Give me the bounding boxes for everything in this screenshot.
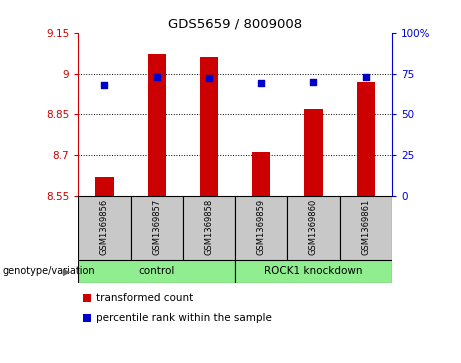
Text: GSM1369860: GSM1369860 <box>309 199 318 254</box>
Point <box>101 82 108 88</box>
Point <box>258 81 265 86</box>
Bar <box>340 196 392 260</box>
Bar <box>78 196 130 260</box>
Bar <box>200 57 218 196</box>
Point <box>205 76 213 81</box>
Point <box>310 79 317 85</box>
Bar <box>183 196 235 260</box>
Text: GSM1369857: GSM1369857 <box>152 199 161 254</box>
Text: GSM1369858: GSM1369858 <box>205 199 213 254</box>
Bar <box>357 82 375 196</box>
Text: percentile rank within the sample: percentile rank within the sample <box>96 313 272 323</box>
Bar <box>148 54 166 196</box>
Bar <box>252 152 270 196</box>
Point <box>153 74 160 79</box>
Bar <box>78 260 235 283</box>
Text: ROCK1 knockdown: ROCK1 knockdown <box>264 266 363 276</box>
Title: GDS5659 / 8009008: GDS5659 / 8009008 <box>168 17 302 30</box>
Text: control: control <box>139 266 175 276</box>
Bar <box>235 196 287 260</box>
Bar <box>235 260 392 283</box>
Point <box>362 74 369 79</box>
Text: ▶: ▶ <box>63 266 71 276</box>
Bar <box>304 109 323 196</box>
Text: GSM1369856: GSM1369856 <box>100 199 109 254</box>
Text: GSM1369859: GSM1369859 <box>257 199 266 254</box>
Text: transformed count: transformed count <box>96 293 193 303</box>
Bar <box>130 196 183 260</box>
Text: genotype/variation: genotype/variation <box>2 266 95 276</box>
Bar <box>287 196 340 260</box>
Bar <box>95 177 113 196</box>
Text: GSM1369861: GSM1369861 <box>361 199 370 254</box>
